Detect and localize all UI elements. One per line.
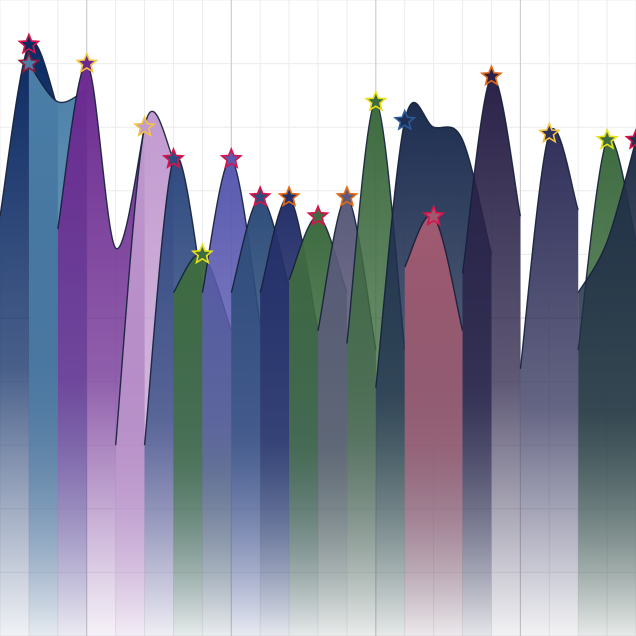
series-line-4 bbox=[114, 110, 175, 446]
series-marker-5 bbox=[161, 146, 186, 169]
series-marker-8 bbox=[248, 185, 272, 207]
series-area-18 bbox=[578, 139, 636, 636]
series-marker-10 bbox=[306, 204, 330, 227]
series-marker-9 bbox=[277, 185, 301, 207]
series-areas bbox=[0, 41, 636, 636]
series-area-16 bbox=[520, 128, 579, 636]
series-marker-18 bbox=[624, 127, 636, 150]
series-line-16 bbox=[519, 128, 579, 369]
series-marker-13 bbox=[393, 108, 417, 131]
series-marker-11 bbox=[335, 185, 359, 207]
series-marker-12 bbox=[364, 89, 388, 112]
series-marker-15 bbox=[479, 64, 504, 87]
series-line-13 bbox=[375, 101, 493, 389]
series-marker-7 bbox=[219, 146, 243, 169]
series-line-3 bbox=[57, 62, 146, 250]
series-marker-4 bbox=[132, 115, 157, 138]
series-line-18 bbox=[577, 139, 636, 293]
series-area-15 bbox=[462, 76, 521, 636]
series-marker-14 bbox=[422, 204, 446, 227]
series-markers bbox=[17, 32, 636, 265]
series-marker-1 bbox=[17, 32, 41, 55]
series-marker-17 bbox=[595, 127, 619, 150]
series-marker-2 bbox=[17, 51, 41, 74]
series-area-14 bbox=[404, 214, 463, 636]
series-marker-3 bbox=[75, 51, 99, 74]
series-marker-6 bbox=[190, 242, 214, 265]
series-marker-16 bbox=[537, 121, 561, 144]
